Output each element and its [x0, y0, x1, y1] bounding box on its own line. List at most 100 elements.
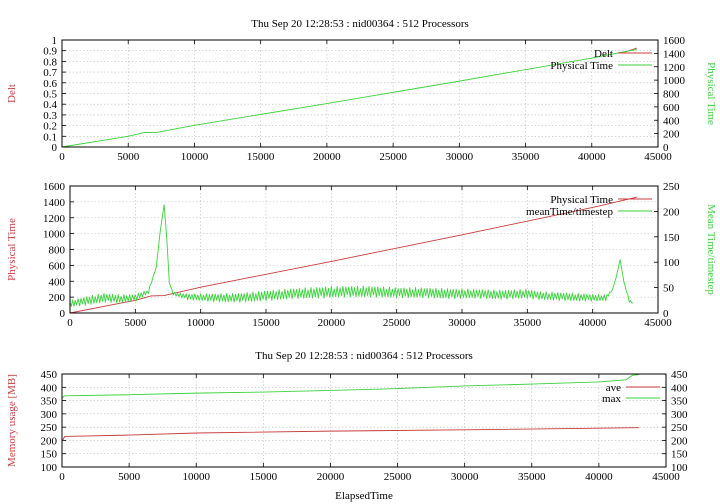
- y-tick-label: 0.7: [43, 67, 57, 79]
- x-tick-label: 15000: [252, 317, 280, 329]
- x-tick-label: 30000: [451, 471, 479, 483]
- x-tick-label: 25000: [384, 471, 412, 483]
- y-tick-label: 0.9: [43, 46, 57, 58]
- legend-label: Physical Time: [550, 194, 613, 206]
- y2-tick-label: 0: [663, 308, 669, 320]
- x-tick-label: 10000: [182, 471, 210, 483]
- x-tick-label: 0: [59, 151, 65, 163]
- x-tick-label: 35000: [514, 317, 542, 329]
- chart-panel-3: 0 5000 10000 15000 20000 25000 30000 35000 40000…: [6, 350, 688, 502]
- y-tick-label: 200: [41, 435, 58, 447]
- x-tick-label: 45000: [644, 151, 672, 163]
- legend-label: Delt: [594, 48, 613, 60]
- y-tick-label: 250: [41, 422, 58, 434]
- y-tick-label: 1600: [43, 181, 66, 193]
- y2-tick-label: 1200: [663, 62, 686, 74]
- y2-tick-label: 100: [663, 257, 680, 269]
- legend-label: max: [602, 393, 621, 405]
- x-tick-label: 10000: [181, 151, 209, 163]
- x-tick-label: 25000: [383, 317, 411, 329]
- y-tick-label: 200: [49, 292, 66, 304]
- chart-title: Thu Sep 20 12:28:53 : nid00364 : 512 Pro…: [255, 350, 473, 362]
- x-tick-label: 35000: [518, 471, 546, 483]
- y-tick-label: 1400: [43, 197, 66, 209]
- y2-tick-label: 200: [663, 206, 680, 218]
- chart-title: Thu Sep 20 12:28:53 : nid00364 : 512 Pro…: [251, 18, 469, 30]
- x-tick-label: 40000: [578, 151, 606, 163]
- plot-frame: [69, 185, 659, 314]
- y2-axis-label: Physical Time: [705, 62, 717, 125]
- y-tick-label: 0.8: [43, 56, 57, 68]
- series-line-max: [61, 374, 640, 399]
- y2-tick-label: 200: [663, 129, 680, 141]
- legend-label: ave: [606, 382, 621, 394]
- y2-tick-label: 1400: [663, 48, 686, 60]
- y-tick-label: 0.3: [43, 110, 57, 122]
- series-line-ave: [61, 427, 640, 442]
- y2-tick-label: 150: [663, 232, 680, 244]
- x-tick-label: 5000: [117, 151, 140, 163]
- y2-tick-label: 450: [671, 369, 688, 381]
- y-tick-label: 300: [41, 409, 58, 421]
- y2-tick-label: 1000: [663, 75, 686, 87]
- y-tick-label: 0.2: [43, 121, 57, 133]
- x-tick-label: 20000: [313, 151, 341, 163]
- x-tick-label: 20000: [317, 471, 345, 483]
- y-tick-label: 1200: [43, 213, 66, 225]
- x-tick-label: 45000: [652, 471, 680, 483]
- series-line-physical-time: [61, 48, 637, 148]
- y-tick-label: 800: [49, 245, 66, 257]
- x-tick-label: 15000: [250, 471, 278, 483]
- plot-frame: [61, 39, 659, 148]
- legend-label: Physical Time: [550, 60, 613, 72]
- y-tick-label: 450: [41, 369, 58, 381]
- y-tick-label: 150: [41, 449, 58, 461]
- plot-frame: [61, 373, 667, 468]
- x-tick-label: 20000: [318, 317, 346, 329]
- x-tick-label: 45000: [644, 317, 672, 329]
- series-line-meantime-timestep: [69, 204, 634, 307]
- y-axis-label: Physical Time: [6, 218, 18, 281]
- y-tick-label: 600: [49, 260, 66, 272]
- y-tick-label: 0.6: [43, 78, 57, 90]
- y-tick-label: 350: [41, 396, 58, 408]
- y2-tick-label: 250: [671, 422, 688, 434]
- x-tick-label: 40000: [579, 317, 607, 329]
- y2-tick-label: 350: [671, 396, 688, 408]
- y-tick-label: 1000: [43, 229, 66, 241]
- chart-panel-1: 0 5000 10000 15000 20000 25000 30000 35000 40000…: [6, 18, 717, 163]
- y-tick-label: 0: [52, 142, 58, 154]
- y2-tick-label: 400: [671, 382, 688, 394]
- y2-tick-label: 250: [663, 181, 680, 193]
- x-tick-label: 0: [59, 471, 65, 483]
- y2-tick-label: 50: [663, 283, 675, 295]
- y2-tick-label: 400: [663, 115, 680, 127]
- y2-tick-label: 1600: [663, 35, 686, 47]
- y2-tick-label: 800: [663, 89, 680, 101]
- y-tick-label: 0.4: [43, 99, 57, 111]
- y-tick-label: 0.5: [43, 89, 57, 101]
- x-tick-label: 5000: [118, 471, 141, 483]
- x-tick-label: 35000: [512, 151, 540, 163]
- x-tick-label: 0: [67, 317, 73, 329]
- x-tick-label: 40000: [585, 471, 613, 483]
- y-tick-label: 0.1: [43, 131, 57, 143]
- y2-tick-label: 200: [671, 435, 688, 447]
- y2-tick-label: 100: [671, 462, 688, 474]
- y-axis-label: Delt: [6, 84, 18, 103]
- x-tick-label: 5000: [124, 317, 147, 329]
- y2-tick-label: 300: [671, 409, 688, 421]
- x-tick-label: 30000: [448, 317, 476, 329]
- x-axis-label: ElapsedTime: [335, 490, 393, 502]
- x-tick-label: 10000: [187, 317, 215, 329]
- y-tick-label: 400: [49, 276, 66, 288]
- y-tick-label: 1: [52, 35, 58, 47]
- y-axis-label: Memory usage [MB]: [6, 374, 18, 467]
- y2-tick-label: 600: [663, 102, 680, 114]
- y-tick-label: 0: [60, 308, 66, 320]
- x-tick-label: 25000: [379, 151, 407, 163]
- x-tick-label: 15000: [247, 151, 275, 163]
- y2-tick-label: 0: [663, 142, 669, 154]
- legend-label: meanTime/timestep: [526, 206, 613, 218]
